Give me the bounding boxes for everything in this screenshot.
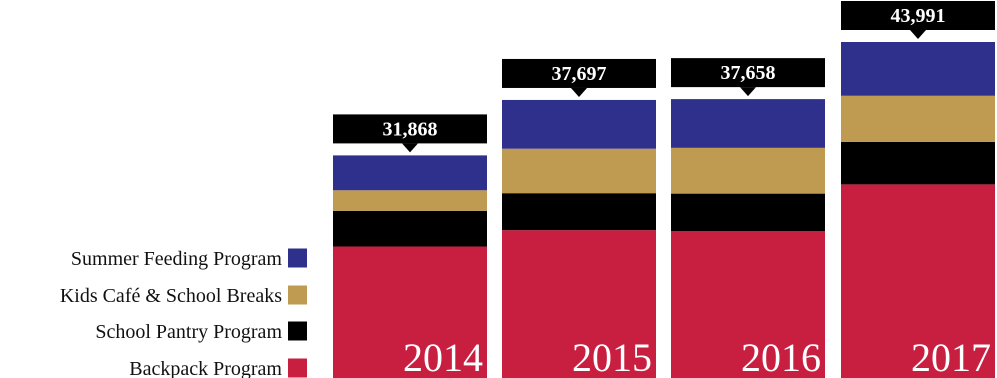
bar-segment-backpack-program-2015 <box>502 230 656 378</box>
category-label-2017: 2017 <box>911 335 991 378</box>
total-callout-box <box>841 1 995 30</box>
total-callout-box <box>502 58 656 88</box>
category-label-2016: 2016 <box>741 335 821 378</box>
total-callouts: 31,868 37,697 37,658 43,991 <box>333 1 995 153</box>
bar-segment-school-pantry-program-2015 <box>502 193 656 231</box>
legend-label: Kids Café & School Breaks <box>60 285 282 307</box>
total-label-2016: 37,658 <box>721 62 776 84</box>
legend-item-backpack-program: Backpack Program <box>129 358 307 378</box>
legend-item-school-pantry-program: School Pantry Program <box>95 321 307 343</box>
bar-segment-kids-caf-school-breaks-2014 <box>333 190 487 211</box>
total-label-2015: 37,697 <box>552 63 607 85</box>
legend-swatch <box>288 358 307 378</box>
bar-segment-school-pantry-program-2014 <box>333 210 487 247</box>
legend-swatch <box>288 248 307 268</box>
bars: 2014 2015 2016 2017 <box>333 42 995 378</box>
total-callout-2014: 31,868 <box>333 114 487 153</box>
category-label-2015: 2015 <box>572 335 652 378</box>
total-callout-pointer <box>910 30 926 39</box>
bar-segment-school-pantry-program-2017 <box>841 141 995 185</box>
bar-segment-summer-feeding-program-2017 <box>841 42 995 96</box>
total-label-2014: 31,868 <box>383 118 438 140</box>
bar-segment-summer-feeding-program-2014 <box>333 155 487 191</box>
bar-segment-summer-feeding-program-2016 <box>671 99 825 148</box>
legend-swatch <box>288 285 307 305</box>
total-callout-pointer <box>740 87 756 97</box>
legend-label: Backpack Program <box>129 358 282 378</box>
bar-segment-backpack-program-2014 <box>333 246 487 378</box>
legend-swatch <box>288 321 307 341</box>
legend: Summer Feeding Program Kids Café & School… <box>60 248 307 378</box>
total-callout-pointer <box>571 87 587 97</box>
total-callout-box <box>333 114 487 144</box>
total-label-2017: 43,991 <box>891 5 946 27</box>
legend-item-summer-feeding-program: Summer Feeding Program <box>71 248 307 270</box>
legend-item-kids-caf-school-breaks: Kids Café & School Breaks <box>60 285 307 307</box>
total-callout-pointer <box>402 143 418 153</box>
total-callout-box <box>671 58 825 88</box>
bar-segment-kids-caf-school-breaks-2017 <box>841 95 995 142</box>
total-callout-2017: 43,991 <box>841 1 995 39</box>
total-callout-2016: 37,658 <box>671 58 825 97</box>
bar-segment-kids-caf-school-breaks-2016 <box>671 147 825 194</box>
bar-segment-school-pantry-program-2016 <box>671 193 825 231</box>
bar-segment-summer-feeding-program-2015 <box>502 99 656 149</box>
bar-segment-backpack-program-2016 <box>671 231 825 378</box>
category-label-2014: 2014 <box>403 335 483 378</box>
legend-label: Summer Feeding Program <box>71 248 283 270</box>
total-callout-2015: 37,697 <box>502 58 656 97</box>
bar-segment-kids-caf-school-breaks-2015 <box>502 148 656 194</box>
bar-segment-backpack-program-2017 <box>841 184 995 378</box>
legend-label: School Pantry Program <box>95 321 282 343</box>
